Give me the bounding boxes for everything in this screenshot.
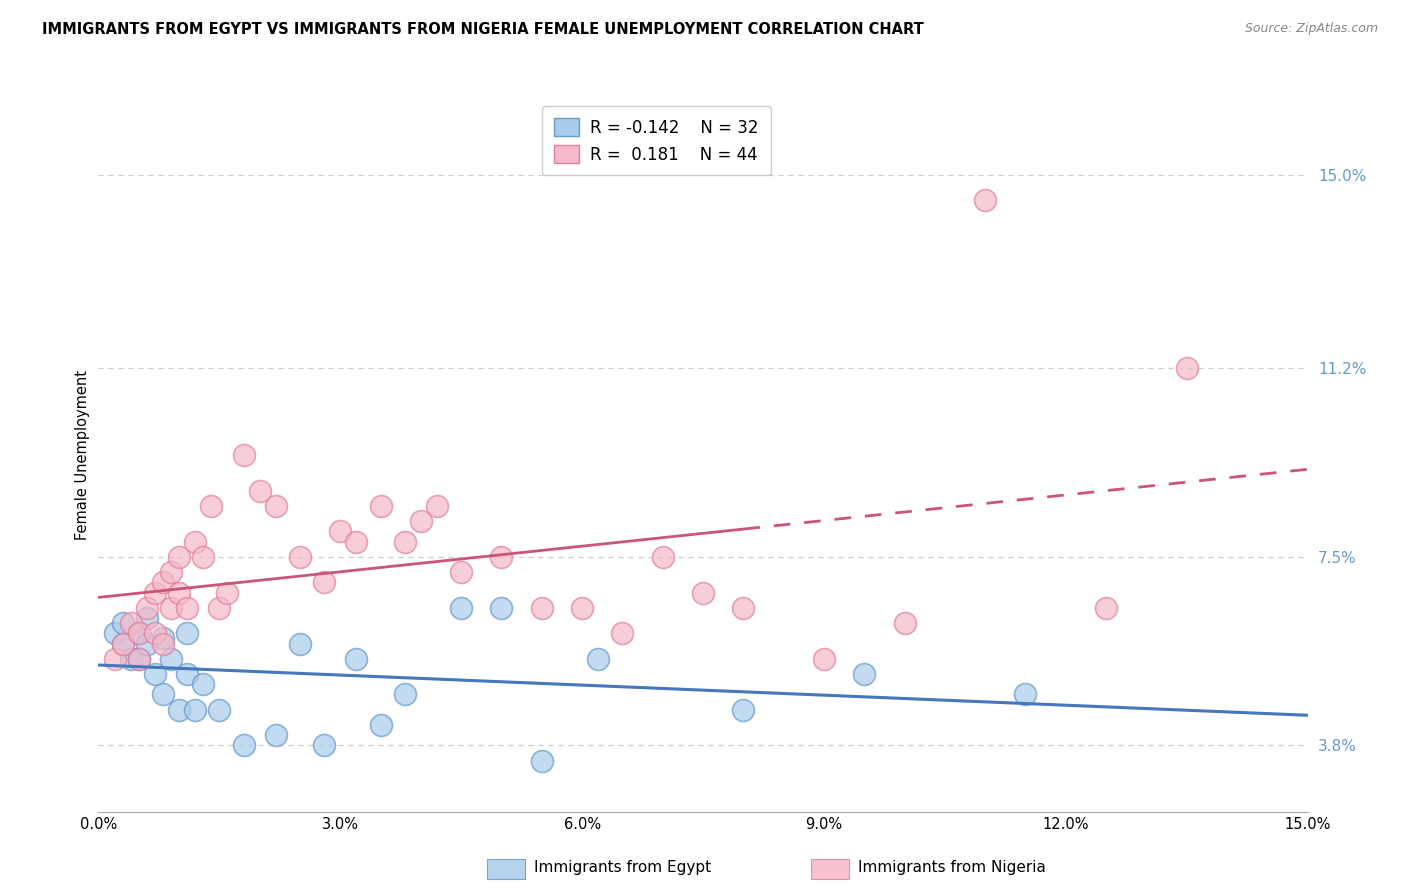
Point — [208, 600, 231, 615]
Point — [651, 549, 673, 564]
Point — [176, 626, 198, 640]
Point — [176, 600, 198, 615]
Point — [288, 636, 311, 650]
Point — [1175, 361, 1198, 376]
Point — [491, 549, 513, 564]
Point — [128, 652, 150, 666]
Point — [264, 728, 287, 742]
Point — [152, 688, 174, 702]
Point — [409, 514, 432, 528]
Point — [329, 524, 352, 539]
Text: Source: ZipAtlas.com: Source: ZipAtlas.com — [1244, 22, 1378, 36]
Point — [530, 600, 553, 615]
FancyBboxPatch shape — [810, 859, 849, 879]
Point — [232, 739, 254, 753]
Point — [264, 499, 287, 513]
Point — [111, 636, 134, 650]
Point — [193, 549, 215, 564]
Point — [103, 626, 125, 640]
Point — [208, 703, 231, 717]
Point — [120, 616, 142, 631]
Point — [853, 667, 876, 681]
Point — [152, 636, 174, 650]
Point — [249, 483, 271, 498]
Point — [143, 585, 166, 599]
Point — [450, 565, 472, 579]
Text: Immigrants from Nigeria: Immigrants from Nigeria — [858, 860, 1046, 874]
Point — [184, 703, 207, 717]
Point — [288, 549, 311, 564]
Point — [1095, 600, 1118, 615]
Point — [167, 549, 190, 564]
Point — [344, 534, 367, 549]
Point — [135, 611, 157, 625]
Point — [344, 652, 367, 666]
Point — [167, 585, 190, 599]
Point — [184, 534, 207, 549]
Point — [491, 600, 513, 615]
Point — [120, 652, 142, 666]
Point — [200, 499, 222, 513]
Point — [152, 575, 174, 590]
Point — [217, 585, 239, 599]
Point — [893, 616, 915, 631]
Point — [160, 565, 183, 579]
Point — [103, 652, 125, 666]
Point — [167, 703, 190, 717]
Point — [314, 575, 336, 590]
Text: Immigrants from Egypt: Immigrants from Egypt — [534, 860, 711, 874]
Point — [176, 667, 198, 681]
Point — [1014, 688, 1036, 702]
Point — [571, 600, 593, 615]
Point — [733, 703, 755, 717]
Point — [450, 600, 472, 615]
Point — [111, 636, 134, 650]
Point — [813, 652, 835, 666]
Point — [394, 688, 416, 702]
Point — [128, 652, 150, 666]
Point — [193, 677, 215, 691]
Point — [370, 499, 392, 513]
FancyBboxPatch shape — [486, 859, 526, 879]
Point — [143, 667, 166, 681]
Point — [586, 652, 609, 666]
Point — [426, 499, 449, 513]
Point — [152, 632, 174, 646]
Point — [733, 600, 755, 615]
Point — [314, 739, 336, 753]
Point — [135, 600, 157, 615]
Point — [111, 616, 134, 631]
Point — [974, 193, 997, 207]
Point — [143, 626, 166, 640]
Point — [128, 626, 150, 640]
Point — [530, 754, 553, 768]
Point — [135, 636, 157, 650]
Point — [612, 626, 634, 640]
Y-axis label: Female Unemployment: Female Unemployment — [75, 370, 90, 540]
Point — [394, 534, 416, 549]
Text: IMMIGRANTS FROM EGYPT VS IMMIGRANTS FROM NIGERIA FEMALE UNEMPLOYMENT CORRELATION: IMMIGRANTS FROM EGYPT VS IMMIGRANTS FROM… — [42, 22, 924, 37]
Point — [128, 626, 150, 640]
Legend: R = -0.142    N = 32, R =  0.181    N = 44: R = -0.142 N = 32, R = 0.181 N = 44 — [543, 106, 770, 176]
Point — [370, 718, 392, 732]
Point — [160, 600, 183, 615]
Point — [692, 585, 714, 599]
Point — [160, 652, 183, 666]
Point — [232, 448, 254, 462]
